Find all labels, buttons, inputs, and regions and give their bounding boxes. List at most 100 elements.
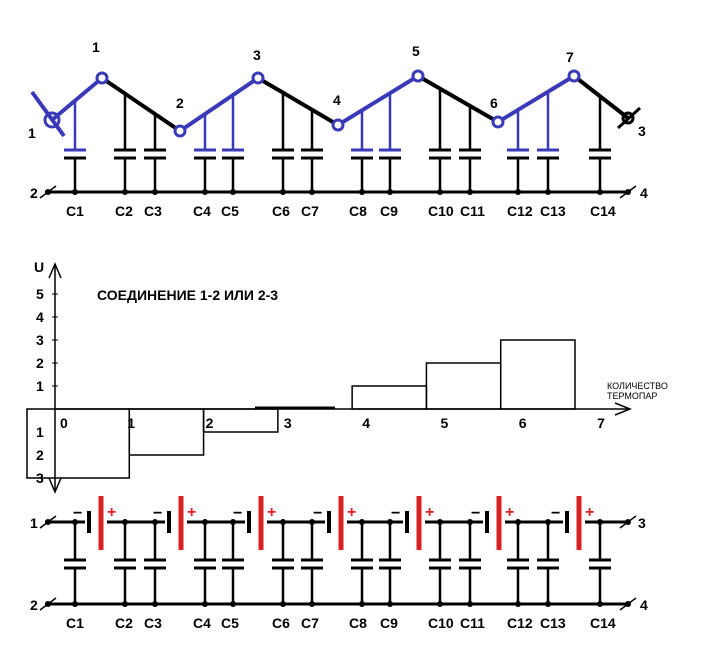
top-capacitor [589,96,611,195]
top-capacitor [379,93,401,195]
top-capacitor-label: C8 [349,203,367,219]
bottom-capacitor-label: C3 [144,615,162,631]
top-capacitor [272,92,294,195]
bottom-capacitor [272,519,294,607]
bottom-terminal-2-label: 2 [30,597,38,613]
top-capacitor-label: C13 [540,203,566,219]
bottom-capacitor [429,519,451,607]
bottom-capacitor-label: C9 [380,615,398,631]
battery-minus: − [313,505,322,522]
battery-plus: + [267,504,276,521]
x-tick-label: 0 [60,415,68,431]
battery: − + [313,496,356,550]
chart-bar [128,408,205,456]
battery: − + [153,496,196,550]
bottom-capacitor-label: C13 [540,615,566,631]
x-tick-label: 2 [206,415,214,431]
junction-1-label: 1 [92,39,100,55]
top-capacitor [64,100,86,195]
top-capacitor-label: C6 [272,203,290,219]
battery: − + [551,496,594,550]
bottom-capacitor [144,519,166,607]
x-axis-label-line1: КОЛИЧЕСТВО [607,381,668,391]
x-axis-arrow [614,402,633,416]
bottom-capacitor [194,519,216,607]
bottom-capacitor-label: C14 [590,615,616,631]
bottom-capacitor [222,519,244,607]
bottom-capacitor-label: C12 [507,615,533,631]
top-capacitor [144,114,166,195]
chart-bar [425,362,502,410]
bottom-capacitor [64,519,86,607]
top-capacitor [537,91,559,195]
battery-minus: − [551,505,560,522]
top-capacitor-label: C12 [507,203,533,219]
battery-plus: + [187,504,196,521]
bottom-capacitors [64,519,611,607]
bottom-capacitor-label: C11 [460,615,485,631]
battery-minus: − [391,505,400,522]
top-capacitor [301,109,323,195]
voltage-chart: СОЕДИНЕНИЕ 1-2 ИЛИ 2-3 U КОЛИЧЕСТВО ТЕРМ… [26,259,668,494]
junction-2-label: 2 [176,95,184,111]
battery-minus: − [73,505,82,522]
top-capacitor [351,110,373,195]
top-capacitor [507,109,529,195]
y-tick-label-positive: 3 [36,332,44,348]
bottom-capacitor-label: C4 [193,615,211,631]
top-thermocouple-circuit: 1 2 3 4 1 2 3 4 5 6 7 C1 C2 C3 C4 C5 C6 C7 C8 C9… [28,39,648,219]
bottom-capacitor-label: C6 [272,615,290,631]
battery-minus: − [153,505,162,522]
x-tick-label: 1 [127,415,135,431]
bottom-terminal-1-label: 1 [30,515,38,531]
top-capacitor-label: C10 [428,203,454,219]
battery: − + [73,496,116,550]
bottom-capacitor [507,519,529,607]
bottom-capacitor [301,519,323,607]
junction-6-label: 6 [490,95,498,111]
top-capacitor-label: C7 [301,203,319,219]
top-terminal-3-label: 3 [638,123,646,139]
chart-bars [26,339,576,479]
y-tick-label-positive: 2 [36,355,44,371]
top-terminal-2-label: 2 [30,185,38,201]
top-capacitor-label: C9 [380,203,398,219]
bottom-capacitor-label: C2 [115,615,133,631]
bottom-capacitor-label: C8 [349,615,367,631]
y-axis-arrow-up [48,262,62,279]
top-capacitor [222,94,244,195]
y-tick-label-negative: 1 [36,424,44,440]
top-terminal-1-node [43,111,61,129]
bottom-terminal-3-label: 3 [638,515,646,531]
y-tick-label-positive: 1 [36,378,44,394]
top-capacitor [114,93,136,195]
bottom-capacitor-label: C5 [221,615,239,631]
x-tick-label: 3 [284,415,292,431]
junction-5-label: 5 [412,43,420,59]
bottom-capacitor-labels: C1 C2 C3 C4 C5 C6 C7 C8 C9 C10 C11 C12 C13 C14 [66,615,616,631]
top-terminal-1-label: 1 [28,125,36,141]
x-tick-label: 6 [519,415,527,431]
y-tick-label-negative: 2 [36,447,44,463]
top-capacitor [194,114,216,195]
bottom-capacitor-label: C7 [301,615,319,631]
battery-plus: + [425,504,434,521]
x-tick-label: 4 [362,415,370,431]
y-tick-label-positive: 4 [36,309,44,325]
junction-4-label: 4 [333,92,341,108]
junction-7-label: 7 [566,49,574,65]
x-tick-label: 7 [597,415,605,431]
y-tick-label-positive: 5 [36,286,44,302]
junction-3-label: 3 [253,47,261,63]
top-capacitor-label: C14 [590,203,616,219]
battery-plus: + [505,504,514,521]
bottom-capacitor [379,519,401,607]
bottom-capacitor [537,519,559,607]
battery: − + [233,496,276,550]
chart-title: СОЕДИНЕНИЕ 1-2 ИЛИ 2-3 [97,287,278,303]
bottom-capacitor [589,519,611,607]
top-capacitor-labels: C1 C2 C3 C4 C5 C6 C7 C8 C9 C10 C11 C12 C13 C14 [66,203,616,219]
bottom-capacitor [459,519,481,607]
